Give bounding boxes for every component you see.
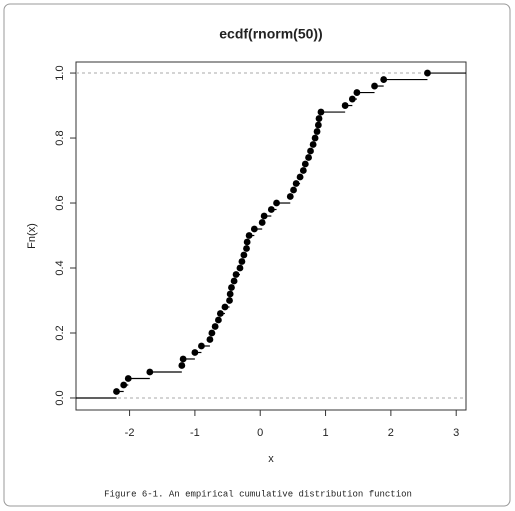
point	[315, 115, 323, 122]
x-axis-label: x	[268, 453, 274, 465]
point	[208, 329, 216, 337]
point	[371, 82, 378, 90]
point	[230, 277, 238, 285]
point	[309, 141, 317, 148]
point	[211, 323, 219, 330]
point	[216, 310, 224, 317]
point	[313, 128, 321, 135]
point	[273, 199, 280, 207]
x-tick-label: 0	[257, 427, 263, 439]
point	[380, 76, 388, 83]
caption: Figure 6-1. An empirical cumulative dist…	[104, 489, 412, 499]
point	[267, 206, 275, 213]
point	[243, 245, 250, 252]
point	[292, 180, 300, 187]
chart-title: ecdf(rnorm(50))	[219, 26, 322, 42]
point	[228, 284, 235, 291]
point	[305, 154, 312, 161]
y-tick-label: 1.0	[54, 65, 66, 80]
point	[245, 232, 253, 239]
point	[317, 108, 325, 116]
y-axis-label: Fn(x)	[26, 223, 38, 249]
point	[348, 95, 356, 103]
point	[232, 271, 240, 278]
x-tick-label: 1	[322, 427, 328, 439]
x-tick-label: 3	[453, 427, 459, 439]
point	[191, 349, 199, 356]
point	[314, 121, 322, 129]
point	[113, 388, 120, 395]
x-tick-label: -1	[190, 427, 200, 439]
point	[341, 102, 349, 109]
point	[226, 297, 233, 304]
point	[296, 173, 304, 181]
point	[311, 134, 319, 142]
point	[221, 303, 229, 311]
y-tick-label: 0.8	[54, 130, 66, 145]
point	[260, 212, 268, 220]
y-tick-label: 0.4	[54, 260, 66, 275]
point	[307, 147, 314, 155]
point	[120, 381, 128, 389]
point	[424, 69, 431, 77]
y-tick-label: 0.6	[54, 195, 66, 210]
point	[353, 89, 361, 96]
point	[286, 193, 294, 200]
point	[146, 368, 154, 376]
y-tick-label: 0.0	[54, 390, 66, 405]
point	[215, 316, 222, 324]
point	[250, 225, 258, 233]
point	[206, 336, 214, 343]
point	[258, 219, 266, 226]
point	[179, 355, 187, 363]
point	[240, 251, 248, 259]
point	[178, 362, 186, 369]
point	[299, 167, 307, 174]
point	[124, 375, 132, 382]
y-tick-label: 0.2	[54, 325, 66, 340]
point	[236, 264, 244, 272]
point	[226, 290, 234, 298]
point	[243, 238, 251, 246]
plot-box	[75, 61, 467, 411]
point	[290, 186, 297, 194]
point	[198, 342, 205, 350]
x-tick-label: 2	[388, 427, 394, 439]
x-tick-label: -2	[125, 427, 135, 439]
point	[301, 160, 309, 168]
point	[238, 258, 246, 265]
